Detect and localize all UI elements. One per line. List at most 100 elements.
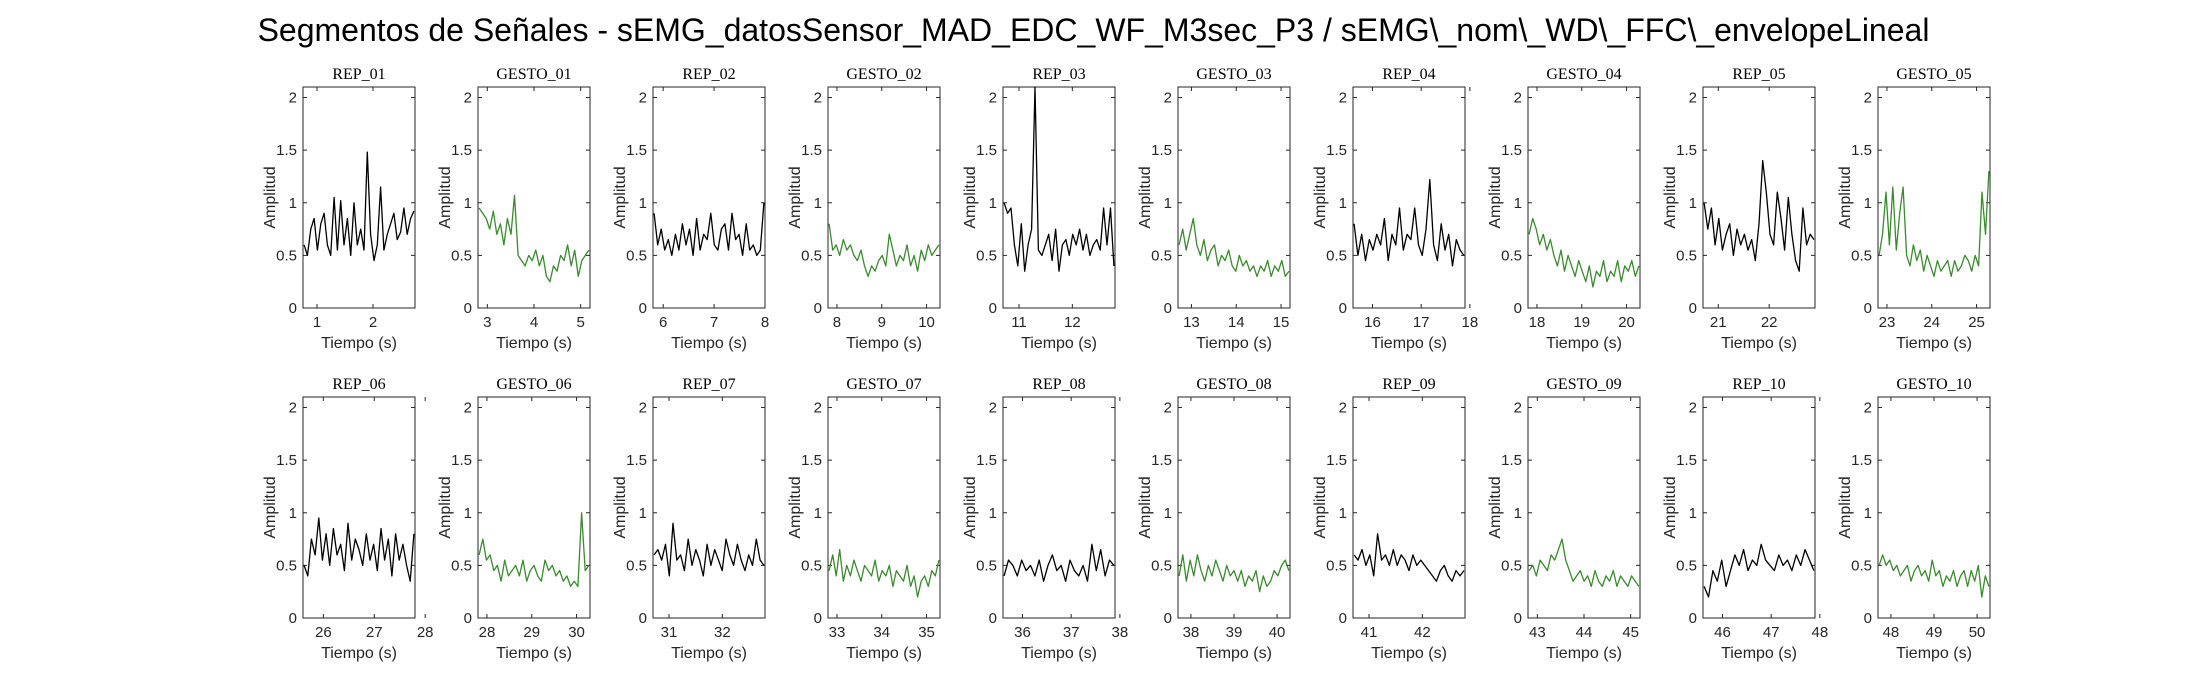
subplot-20: 0 0.5 1 1.5 2 48 49 50 GESTO_10 Tiempo (s) Amplitu… (1837, 376, 1991, 662)
x-axis-label: Tiempo (s) (1721, 645, 1797, 662)
y-axis-label: Amplitud (1487, 476, 1504, 538)
subplot-7: 0 0.5 1 1.5 2 16 17 18 REP_04 Tiempo (s) Amplitud (1312, 66, 1478, 352)
subplot-12: 0 0.5 1 1.5 2 28 29 30 GESTO_06 Tiempo (s) Amplitu… (437, 376, 591, 662)
y-tick-label: 2 (1339, 400, 1347, 417)
y-tick-label: 0 (639, 610, 647, 627)
x-tick-label: 28 (417, 624, 434, 641)
x-tick-label: 18 (1462, 314, 1479, 331)
x-tick-label: 14 (1228, 314, 1245, 331)
subplot-title: REP_06 (332, 376, 385, 393)
subplot-18: 0 0.5 1 1.5 2 43 44 45 GESTO_09 Tiempo (s) Amplitu… (1487, 376, 1641, 662)
y-tick-label: 1 (1689, 505, 1697, 522)
x-axis-label: Tiempo (s) (1021, 335, 1097, 352)
series-line (1003, 86, 1115, 272)
subplot-title: GESTO_05 (1896, 66, 1971, 83)
x-tick-label: 7 (710, 314, 718, 331)
x-axis-label: Tiempo (s) (846, 335, 922, 352)
subplot-title: GESTO_03 (1196, 66, 1271, 83)
y-tick-label: 1 (1689, 195, 1697, 212)
x-tick-label: 17 (1413, 314, 1430, 331)
y-tick-label: 1.5 (801, 452, 822, 469)
y-tick-label: 1 (1864, 195, 1872, 212)
x-tick-label: 46 (1714, 624, 1731, 641)
y-tick-label: 2 (639, 400, 647, 417)
y-tick-label: 1 (1339, 195, 1347, 212)
y-tick-label: 1.5 (1501, 142, 1522, 159)
y-tick-label: 0 (1339, 300, 1347, 317)
y-tick-label: 0.5 (1851, 557, 1872, 574)
axes-box (827, 86, 941, 309)
subplot-title: GESTO_06 (496, 376, 571, 393)
x-tick-label: 8 (761, 314, 769, 331)
y-tick-label: 1.5 (1676, 452, 1697, 469)
series-line (1878, 171, 1990, 278)
figure-title: Segmentos de Señales - sEMG_datosSensor_… (257, 12, 1930, 48)
series-line (1703, 543, 1815, 598)
y-tick-label: 1.5 (1851, 452, 1872, 469)
x-tick-label: 48 (1812, 624, 1829, 641)
y-tick-label: 1 (1164, 195, 1172, 212)
x-tick-label: 15 (1273, 314, 1290, 331)
series-line (828, 548, 940, 598)
y-tick-label: 2 (1864, 90, 1872, 107)
series-line (1353, 178, 1465, 267)
x-tick-label: 45 (1622, 624, 1639, 641)
axes-box (652, 86, 766, 309)
x-tick-label: 12 (1064, 314, 1081, 331)
x-tick-label: 42 (1414, 624, 1431, 641)
y-tick-label: 1 (989, 195, 997, 212)
subplot-19: 0 0.5 1 1.5 2 46 47 48 REP_10 Tiempo (s) Amplitud (1662, 376, 1828, 662)
x-tick-label: 28 (479, 624, 496, 641)
subplot-title: REP_04 (1382, 66, 1435, 83)
subplot-9: 0 0.5 1 1.5 2 21 22 REP_05 Tiempo (s) Amplitud (1662, 66, 1816, 352)
series-line (1528, 538, 1640, 588)
x-tick-label: 41 (1361, 624, 1378, 641)
x-axis-label: Tiempo (s) (671, 335, 747, 352)
axes-box (477, 396, 591, 619)
subplot-title: REP_07 (682, 376, 735, 393)
y-tick-label: 2 (1164, 400, 1172, 417)
subplot-title: REP_09 (1382, 376, 1435, 393)
y-tick-label: 1.5 (1501, 452, 1522, 469)
y-axis-label: Amplitud (962, 166, 979, 228)
y-tick-label: 1 (1514, 195, 1522, 212)
subplot-title: GESTO_10 (1896, 376, 1971, 393)
y-tick-label: 0.5 (1851, 247, 1872, 264)
subplot-title: GESTO_08 (1196, 376, 1271, 393)
x-axis-label: Tiempo (s) (846, 645, 922, 662)
x-tick-label: 26 (315, 624, 332, 641)
x-tick-label: 16 (1364, 314, 1381, 331)
y-axis-label: Amplitud (262, 476, 279, 538)
y-axis-label: Amplitud (612, 476, 629, 538)
x-tick-label: 1 (313, 314, 321, 331)
subplot-6: 0 0.5 1 1.5 2 13 14 15 GESTO_03 Tiempo (s) Amplitu… (1137, 66, 1291, 352)
y-axis-label: Amplitud (1312, 476, 1329, 538)
subplot-title: GESTO_04 (1546, 66, 1621, 83)
x-tick-label: 3 (483, 314, 491, 331)
x-tick-label: 10 (918, 314, 935, 331)
y-tick-label: 1 (464, 505, 472, 522)
axes-box (477, 86, 591, 309)
y-tick-label: 1.5 (1326, 142, 1347, 159)
y-tick-label: 1.5 (1851, 142, 1872, 159)
y-tick-label: 1 (989, 505, 997, 522)
y-tick-label: 2 (464, 90, 472, 107)
subplot-14: 0 0.5 1 1.5 2 33 34 35 GESTO_07 Tiempo (s) Amplitu… (787, 376, 941, 662)
subplot-16: 0 0.5 1 1.5 2 38 39 40 GESTO_08 Tiempo (s) Amplitu… (1137, 376, 1291, 662)
x-tick-label: 34 (873, 624, 890, 641)
y-tick-label: 0.5 (1326, 247, 1347, 264)
x-tick-label: 11 (1011, 314, 1027, 331)
x-tick-label: 18 (1529, 314, 1546, 331)
axes-box (1352, 396, 1466, 619)
subplot-3: 0 0.5 1 1.5 2 6 7 8 REP_02 Tiempo (s) Amplitud (612, 66, 769, 352)
y-tick-label: 1.5 (626, 452, 647, 469)
y-tick-label: 0.5 (976, 557, 997, 574)
subplot-5: 0 0.5 1 1.5 2 11 12 REP_03 Tiempo (s) Amplitud (962, 66, 1116, 352)
axes-box (1002, 86, 1116, 309)
y-tick-label: 2 (1689, 90, 1697, 107)
axes-box (1702, 86, 1816, 309)
x-axis-label: Tiempo (s) (1371, 645, 1447, 662)
x-tick-label: 9 (878, 314, 886, 331)
x-tick-label: 32 (714, 624, 731, 641)
y-tick-label: 0.5 (1151, 557, 1172, 574)
